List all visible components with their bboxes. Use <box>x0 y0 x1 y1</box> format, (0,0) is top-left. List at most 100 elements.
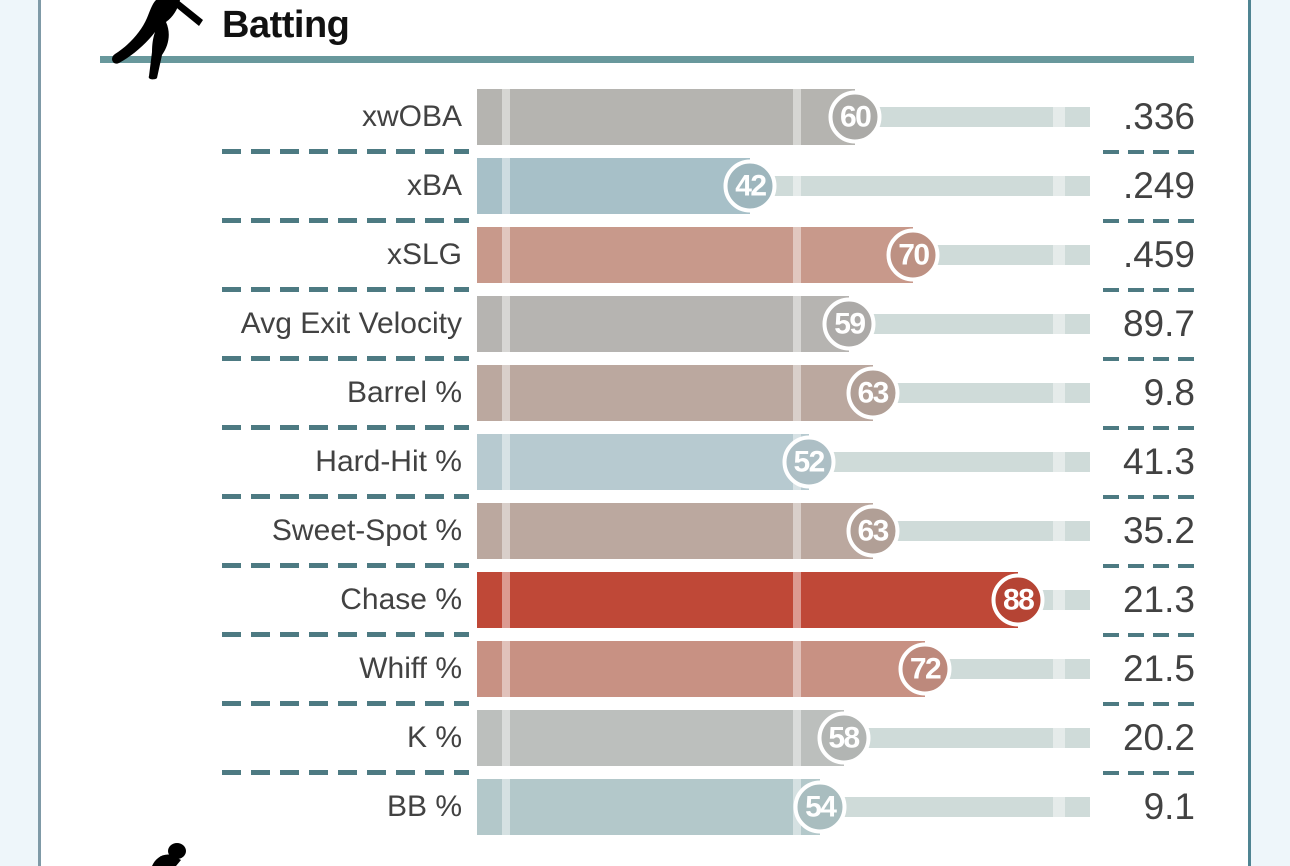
reference-marker <box>502 158 510 214</box>
metric-label: Whiff % <box>359 652 462 685</box>
percentile-number: 63 <box>857 514 889 547</box>
percentile-strip: 72 <box>477 641 1090 697</box>
row-separator-right <box>1103 633 1196 637</box>
percentile-bar <box>477 572 1019 628</box>
reference-marker <box>793 641 801 697</box>
reference-marker <box>793 572 801 628</box>
row-separator-right <box>1103 150 1196 154</box>
percentile-strip: 63 <box>477 365 1090 421</box>
percentile-strip: 88 <box>477 572 1090 628</box>
stat-value: .459 <box>1122 234 1195 275</box>
reference-marker <box>793 503 801 559</box>
reference-marker <box>1052 296 1065 352</box>
row-separator-left <box>222 770 469 775</box>
stat-value: 20.2 <box>1122 717 1195 758</box>
percentile-number: 58 <box>828 721 860 754</box>
percentile-bubble: 58 <box>817 711 871 765</box>
reference-marker <box>502 434 510 490</box>
percentile-row: BB % 54 9.1 <box>0 779 1290 835</box>
percentile-number: 88 <box>1002 583 1035 616</box>
reference-marker <box>502 641 510 697</box>
metric-label: BB % <box>386 790 462 823</box>
metric-label: xwOBA <box>361 100 462 133</box>
percentile-number: 72 <box>909 652 942 685</box>
percentile-row: Chase % 88 21.3 <box>0 572 1290 628</box>
row-separator-right <box>1103 564 1196 568</box>
percentile-strip: 52 <box>477 434 1090 490</box>
row-separator-left <box>222 563 469 568</box>
reference-marker <box>1052 641 1065 697</box>
reference-marker <box>502 296 510 352</box>
row-separator-left <box>222 287 469 292</box>
percentile-number: 42 <box>735 169 767 202</box>
row-separator-right <box>1103 219 1196 223</box>
percentile-strip: 58 <box>477 710 1090 766</box>
stat-value: 9.1 <box>1143 786 1195 827</box>
percentile-strip: 70 <box>477 227 1090 283</box>
reference-marker <box>793 158 801 214</box>
percentile-number: 60 <box>840 100 872 133</box>
percentile-number: 52 <box>793 445 825 478</box>
percentile-row: K % 58 20.2 <box>0 710 1290 766</box>
stat-value: 89.7 <box>1122 303 1195 344</box>
reference-marker <box>502 227 510 283</box>
reference-marker <box>1052 227 1065 283</box>
section-divider-rule <box>100 56 1194 63</box>
reference-marker <box>502 365 510 421</box>
percentile-bar <box>477 89 856 145</box>
section-title: Batting <box>222 4 350 46</box>
metric-label: K % <box>406 721 462 754</box>
percentile-bubble: 42 <box>723 159 777 213</box>
percentile-row: Sweet-Spot % 63 35.2 <box>0 503 1290 559</box>
stat-value: .249 <box>1122 165 1195 206</box>
page-right-gutter <box>1248 0 1290 866</box>
metric-label: xBA <box>406 169 462 202</box>
percentile-row: Avg Exit Velocity 59 89.7 <box>0 296 1290 352</box>
percentile-strip: 59 <box>477 296 1090 352</box>
metric-label: Sweet-Spot % <box>271 514 462 547</box>
stat-value: .336 <box>1122 96 1195 137</box>
reference-marker <box>793 710 801 766</box>
percentile-bar <box>477 227 914 283</box>
row-separator-left <box>222 701 469 706</box>
percentile-bubble: 59 <box>822 297 876 351</box>
stat-value: 21.3 <box>1122 579 1195 620</box>
percentile-bubble: 52 <box>782 435 836 489</box>
percentile-bar <box>477 296 850 352</box>
row-separator-right <box>1103 771 1196 775</box>
percentile-bubble: 63 <box>846 366 900 420</box>
reference-marker <box>793 227 801 283</box>
reference-marker <box>1052 365 1065 421</box>
percentile-row: Barrel % 63 9.8 <box>0 365 1290 421</box>
row-separator-right <box>1103 288 1196 292</box>
stat-value: 21.5 <box>1122 648 1195 689</box>
reference-marker <box>793 296 801 352</box>
reference-marker <box>1052 434 1065 490</box>
percentile-bubble: 54 <box>793 780 847 834</box>
percentile-bubble: 70 <box>886 228 940 282</box>
percentile-bar <box>477 434 809 490</box>
row-separator-left <box>222 218 469 223</box>
percentile-bubble: 88 <box>991 573 1045 627</box>
stat-value: 35.2 <box>1122 510 1195 551</box>
reference-marker <box>1052 158 1065 214</box>
row-separator-right <box>1103 426 1196 430</box>
percentile-bar <box>477 365 873 421</box>
next-section-runner-icon <box>147 843 195 866</box>
percentile-bar <box>477 779 821 835</box>
reference-marker <box>793 365 801 421</box>
reference-marker <box>1052 710 1065 766</box>
stat-value: 9.8 <box>1143 372 1195 413</box>
metric-label: Barrel % <box>346 376 462 409</box>
percentile-bubble: 63 <box>846 504 900 558</box>
percentile-bar <box>477 158 751 214</box>
reference-marker <box>502 572 510 628</box>
metric-label: Chase % <box>340 583 462 616</box>
percentile-number: 54 <box>805 790 837 823</box>
stat-value: 41.3 <box>1122 441 1195 482</box>
percentile-bubble: 72 <box>898 642 952 696</box>
percentile-strip: 54 <box>477 779 1090 835</box>
metric-label: Avg Exit Velocity <box>240 307 462 340</box>
